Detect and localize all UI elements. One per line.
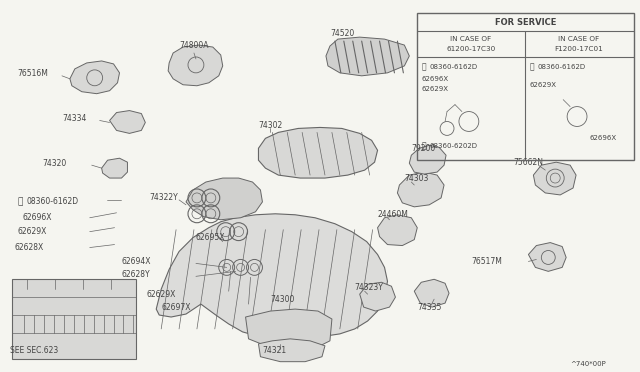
Text: 62697X: 62697X xyxy=(161,302,191,312)
Polygon shape xyxy=(156,214,387,339)
Text: Ⓢ: Ⓢ xyxy=(529,62,534,71)
Polygon shape xyxy=(326,37,410,76)
Polygon shape xyxy=(102,158,127,178)
Text: 74300: 74300 xyxy=(270,295,295,304)
Text: Ⓢ: Ⓢ xyxy=(17,198,22,206)
Text: 74322Y: 74322Y xyxy=(149,193,178,202)
Text: 62629X: 62629X xyxy=(529,82,556,88)
Text: 08360-6162D: 08360-6162D xyxy=(538,64,586,70)
Polygon shape xyxy=(414,279,449,307)
Polygon shape xyxy=(259,128,378,178)
Text: 74334: 74334 xyxy=(62,114,86,123)
Text: ^740*00P: ^740*00P xyxy=(570,361,606,367)
Polygon shape xyxy=(186,178,262,220)
Text: SEE SEC.623: SEE SEC.623 xyxy=(10,346,59,355)
Polygon shape xyxy=(259,339,325,362)
Text: 74323Y: 74323Y xyxy=(355,283,383,292)
Polygon shape xyxy=(12,279,136,359)
Text: 62696X: 62696X xyxy=(421,76,449,82)
Text: 79200: 79200 xyxy=(412,144,436,153)
Text: 61200-17C30: 61200-17C30 xyxy=(446,46,495,52)
Polygon shape xyxy=(529,243,566,271)
Text: 62696X: 62696X xyxy=(22,213,52,222)
Text: 74303: 74303 xyxy=(404,174,429,183)
Polygon shape xyxy=(533,162,576,195)
Text: 08360-6202D: 08360-6202D xyxy=(429,143,477,149)
Polygon shape xyxy=(246,309,332,349)
Text: IN CASE OF: IN CASE OF xyxy=(451,36,492,42)
Polygon shape xyxy=(109,110,145,134)
Text: 62628Y: 62628Y xyxy=(122,270,150,279)
Polygon shape xyxy=(410,145,446,174)
Text: Ⓢ: Ⓢ xyxy=(421,62,426,71)
Polygon shape xyxy=(378,215,417,246)
Polygon shape xyxy=(70,61,120,94)
Text: 74520: 74520 xyxy=(330,29,354,38)
Text: 74302: 74302 xyxy=(259,121,283,130)
Text: 62696X: 62696X xyxy=(590,135,617,141)
Text: 24460M: 24460M xyxy=(378,210,408,219)
Text: 76516M: 76516M xyxy=(17,69,48,78)
Polygon shape xyxy=(360,282,396,311)
Text: 74335: 74335 xyxy=(417,302,442,312)
Text: IN CASE OF: IN CASE OF xyxy=(559,36,600,42)
Text: 74320: 74320 xyxy=(42,159,67,168)
Text: 62629X: 62629X xyxy=(147,290,176,299)
Text: FOR SERVICE: FOR SERVICE xyxy=(495,18,556,27)
Polygon shape xyxy=(168,45,223,86)
Text: 75662N: 75662N xyxy=(513,158,543,167)
Text: 62628X: 62628X xyxy=(14,243,44,252)
Text: 62629X: 62629X xyxy=(17,227,47,236)
Text: 08360-6162D: 08360-6162D xyxy=(429,64,477,70)
Text: 74800A: 74800A xyxy=(179,41,209,49)
Text: 08360-6162D: 08360-6162D xyxy=(26,198,78,206)
Text: 62694X: 62694X xyxy=(122,257,151,266)
Text: 62695X: 62695X xyxy=(196,233,225,242)
Text: 74321: 74321 xyxy=(262,346,287,355)
Text: F1200-17C01: F1200-17C01 xyxy=(555,46,604,52)
Text: Ⓢ: Ⓢ xyxy=(421,142,426,151)
Polygon shape xyxy=(397,172,444,207)
Text: 76517M: 76517M xyxy=(471,257,502,266)
Text: 62629X: 62629X xyxy=(421,86,448,92)
